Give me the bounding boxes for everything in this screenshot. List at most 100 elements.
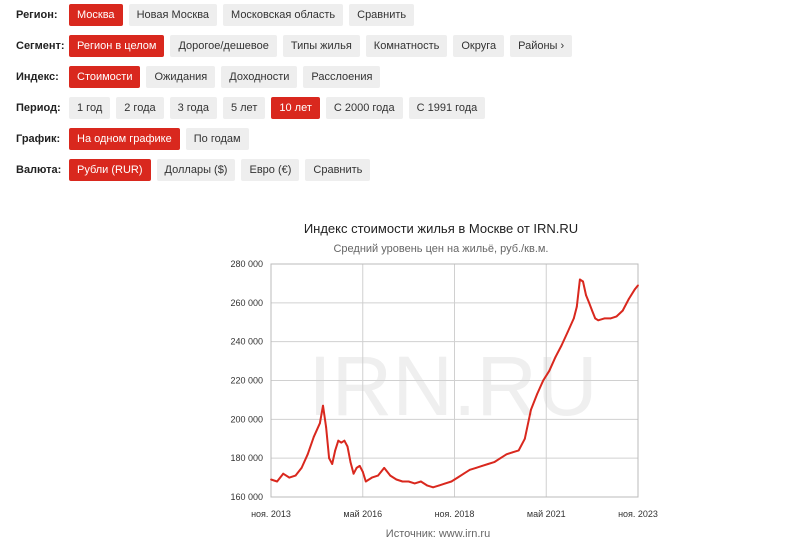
filter-option-label: Регион в целом	[77, 40, 157, 52]
filter-option-label: Евро (€)	[249, 164, 292, 176]
y-tick-label: 240 000	[230, 337, 263, 347]
data-point	[328, 457, 330, 460]
chart-subtitle: Средний уровень цен на жильё, руб./кв.м.	[333, 243, 548, 255]
data-point	[432, 486, 434, 489]
y-tick-label: 180 000	[230, 453, 263, 463]
data-point	[505, 453, 508, 456]
data-point	[334, 449, 337, 452]
filter-option-button[interactable]: 10 лет	[271, 97, 320, 119]
y-tick-label: 160 000	[230, 492, 263, 502]
filter-options: Рубли (RUR) Доллары ($) Евро (€) Сравнить	[69, 159, 371, 181]
filter-option-button[interactable]: 3 года	[169, 97, 217, 119]
data-point	[560, 344, 563, 347]
data-point	[282, 472, 285, 475]
data-point	[331, 463, 334, 465]
filter-options: На одном графике По годам	[69, 128, 249, 150]
data-point	[288, 476, 291, 479]
data-point	[536, 393, 538, 395]
filter-option-button[interactable]: На одном графике	[69, 128, 180, 150]
data-point	[349, 461, 352, 463]
filter-option-label: Доллары ($)	[164, 164, 228, 176]
data-point	[343, 439, 346, 442]
data-point	[270, 478, 272, 481]
data-point	[358, 465, 361, 467]
data-point	[579, 278, 581, 281]
series-group	[270, 278, 639, 489]
filter-option-button[interactable]: Москва	[69, 4, 123, 26]
data-point	[594, 317, 597, 320]
data-point	[389, 474, 392, 477]
filter-option-button[interactable]: Доходности	[221, 66, 298, 88]
data-point	[585, 294, 587, 296]
data-point	[517, 449, 520, 452]
filter-option-label: Округа	[461, 40, 497, 52]
data-point	[582, 280, 584, 283]
data-point	[462, 472, 465, 475]
data-point	[319, 422, 321, 425]
data-point	[361, 470, 364, 473]
source-label: Источник: www.irn.ru	[386, 528, 490, 540]
x-axis: ноя. 2013 май 2016 ноя. 2018 май 2021 ноя. 2…	[251, 509, 658, 519]
filter-option-button[interactable]: Комнатность	[365, 35, 448, 57]
filter-option-label: Рубли (RUR)	[77, 164, 143, 176]
filter-option-button[interactable]: 5 лет	[222, 97, 266, 119]
filter-option-label: 1 год	[77, 102, 103, 114]
data-point	[603, 317, 606, 320]
data-point	[499, 457, 502, 460]
filter-option-label: Доходности	[229, 71, 290, 83]
data-point	[395, 478, 398, 481]
filter-option-label: Москва	[77, 9, 115, 21]
filter-option-button[interactable]: Стоимости	[69, 66, 141, 88]
data-point	[615, 315, 618, 318]
data-point	[426, 484, 428, 487]
filter-option-button[interactable]: Евро (€)	[241, 159, 300, 181]
data-point	[337, 439, 340, 442]
filter-option-button[interactable]: Дорогое/дешевое	[170, 35, 277, 57]
filter-option-button[interactable]: 1 год	[69, 97, 111, 119]
data-point	[407, 480, 410, 483]
filter-option-button[interactable]: Новая Москва	[128, 4, 218, 26]
data-point	[487, 463, 489, 465]
filter-option-button[interactable]: Округа	[453, 35, 505, 57]
filter-option-button[interactable]: Типы жилья	[282, 35, 360, 57]
filter-option-button[interactable]: Ожидания	[146, 66, 216, 88]
filter-option-button[interactable]: Расслоения	[303, 66, 381, 88]
filter-label: Период:	[16, 102, 61, 114]
filter-option-label: Стоимости	[77, 71, 133, 83]
filter-option-label: Дорогое/дешевое	[178, 40, 269, 52]
data-point	[468, 468, 471, 471]
filter-option-button[interactable]: 2 года	[116, 97, 164, 119]
filter-options: 1 год 2 года 3 года 5 лет 10 лет С 2000 года С…	[69, 97, 486, 119]
filter-option-label: Новая Москва	[136, 9, 210, 21]
data-point	[364, 480, 367, 483]
data-point	[371, 476, 373, 479]
data-point	[609, 317, 612, 320]
filter-option-button[interactable]: Рубли (RUR)	[69, 159, 151, 181]
data-point	[355, 467, 358, 469]
data-point	[591, 309, 593, 312]
data-point	[401, 480, 404, 483]
filter-option-button[interactable]: Регион в целом	[69, 35, 165, 57]
data-point	[294, 474, 297, 477]
y-tick-label: 200 000	[230, 414, 263, 424]
filter-option-button[interactable]: По годам	[185, 128, 249, 150]
filter-options: Москва Новая Москва Московская область Срав…	[69, 4, 415, 26]
filter-option-label: Московская область	[231, 9, 336, 21]
filter-option-label: Районы	[518, 40, 558, 52]
filter-option-label: Расслоения	[311, 71, 373, 83]
plot-frame	[270, 263, 639, 498]
price-index-chart: IRN.RU Индекс стоимости жилья в Москве о…	[230, 221, 658, 540]
filter-option-button[interactable]: Сравнить	[305, 159, 371, 181]
filter-label: Сегмент:	[16, 40, 65, 52]
data-point	[511, 451, 514, 454]
filter-option-button[interactable]: Доллары ($)	[156, 159, 236, 181]
data-point	[352, 472, 355, 475]
filter-option-button[interactable]: Районы ›	[510, 35, 573, 57]
filter-option-label: 3 года	[177, 102, 209, 114]
filter-option-button[interactable]: С 2000 года	[325, 97, 403, 119]
filter-option-button[interactable]: Сравнить	[349, 4, 415, 26]
filter-option-button[interactable]: Московская область	[223, 4, 344, 26]
filter-option-button[interactable]: С 1991 года	[408, 97, 486, 119]
grid	[270, 263, 639, 498]
filter-option-label: С 1991 года	[416, 102, 478, 114]
